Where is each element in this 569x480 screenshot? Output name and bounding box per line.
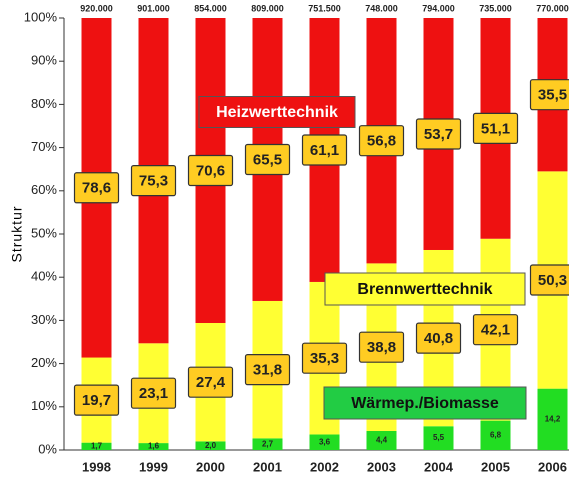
label-box (415, 118, 462, 150)
label-box (358, 125, 405, 157)
total-label: 920.000 (80, 3, 113, 13)
bar-segment (309, 434, 340, 450)
y-tick-label: 30% (31, 312, 57, 327)
y-tick-label: 90% (31, 53, 57, 68)
bar-segment (252, 438, 283, 450)
label-box (415, 322, 462, 354)
x-tick-label: 2000 (196, 459, 225, 474)
total-label: 751.500 (308, 3, 341, 13)
x-tick-label: 2005 (481, 459, 510, 474)
value-label: 56,8 (367, 133, 396, 150)
value-label: 35,3 (310, 350, 339, 367)
label-box (244, 143, 291, 176)
value-label: 50,3 (538, 272, 567, 289)
legend-box (198, 96, 356, 128)
x-tick-label: 2001 (253, 459, 282, 474)
x-tick-label: 1999 (139, 459, 168, 474)
y-tick-label: 40% (31, 269, 57, 284)
value-label: 65,5 (253, 151, 282, 168)
x-tick-label: 1998 (82, 459, 111, 474)
y-tick-label: 0% (38, 441, 57, 456)
total-label: 809.000 (251, 3, 284, 13)
legend-label: Heizwerttechnik (216, 104, 338, 121)
total-label: 735.000 (479, 3, 512, 13)
label-box (244, 354, 291, 386)
total-label: 794.000 (422, 3, 455, 13)
value-label: 2,7 (262, 439, 274, 448)
value-label: 1,7 (91, 441, 103, 450)
value-label: 38,8 (367, 339, 396, 356)
label-box (187, 366, 234, 398)
label-box (529, 264, 569, 296)
legend-label: Wärmep./Biomasse (351, 395, 499, 412)
x-tick-label: 2006 (538, 459, 567, 474)
legend-box (323, 386, 527, 420)
label-box (358, 331, 405, 363)
value-label: 75,3 (139, 173, 168, 190)
total-label: 748.000 (365, 3, 398, 13)
y-axis-label: Struktur (9, 205, 25, 262)
value-label: 2,0 (205, 441, 217, 450)
value-label: 42,1 (481, 322, 510, 339)
value-label: 1,6 (148, 442, 160, 451)
bar-segment (423, 426, 454, 450)
y-tick-label: 10% (31, 398, 57, 413)
label-box (130, 165, 177, 197)
label-box (529, 79, 569, 111)
value-label: 27,4 (196, 374, 226, 391)
value-label: 5,5 (433, 433, 445, 442)
legend-box (324, 272, 526, 306)
y-tick-label: 80% (31, 96, 57, 111)
x-tick-label: 2004 (424, 459, 454, 474)
y-tick-label: 50% (31, 225, 57, 240)
value-label: 78,6 (82, 180, 111, 197)
y-tick-label: 100% (24, 9, 58, 24)
y-tick-label: 60% (31, 182, 57, 197)
bar-segment (480, 420, 511, 450)
value-label: 35,5 (538, 87, 567, 104)
label-box (73, 384, 120, 416)
total-label: 854.000 (194, 3, 227, 13)
value-label: 61,1 (310, 142, 339, 159)
legend-label: Brennwerttechnik (357, 281, 492, 298)
bar-segment (81, 442, 112, 450)
value-label: 3,6 (319, 437, 331, 446)
bar-segment (537, 388, 568, 450)
label-box (130, 377, 177, 409)
bar-segment (195, 441, 226, 450)
value-label: 31,8 (253, 362, 282, 379)
label-box (73, 172, 120, 204)
value-label: 14,2 (545, 414, 561, 423)
value-label: 40,8 (424, 330, 453, 347)
value-label: 23,1 (139, 385, 168, 402)
total-label: 770.000 (536, 3, 569, 13)
y-tick-label: 70% (31, 139, 57, 154)
x-tick-label: 2003 (367, 459, 396, 474)
value-label: 4,4 (376, 436, 388, 445)
label-box (472, 112, 519, 144)
bar-segment (138, 443, 169, 450)
value-label: 51,1 (481, 120, 510, 137)
label-box (301, 342, 348, 374)
x-tick-label: 2002 (310, 459, 339, 474)
value-label: 6,8 (490, 430, 502, 439)
bar-segment (366, 430, 397, 450)
value-label: 19,7 (82, 392, 111, 409)
value-label: 53,7 (424, 126, 453, 143)
total-label: 901.000 (137, 3, 170, 13)
value-label: 70,6 (196, 162, 225, 179)
label-box (472, 314, 519, 346)
label-box (187, 154, 234, 187)
y-tick-label: 20% (31, 355, 57, 370)
label-box (301, 134, 348, 166)
